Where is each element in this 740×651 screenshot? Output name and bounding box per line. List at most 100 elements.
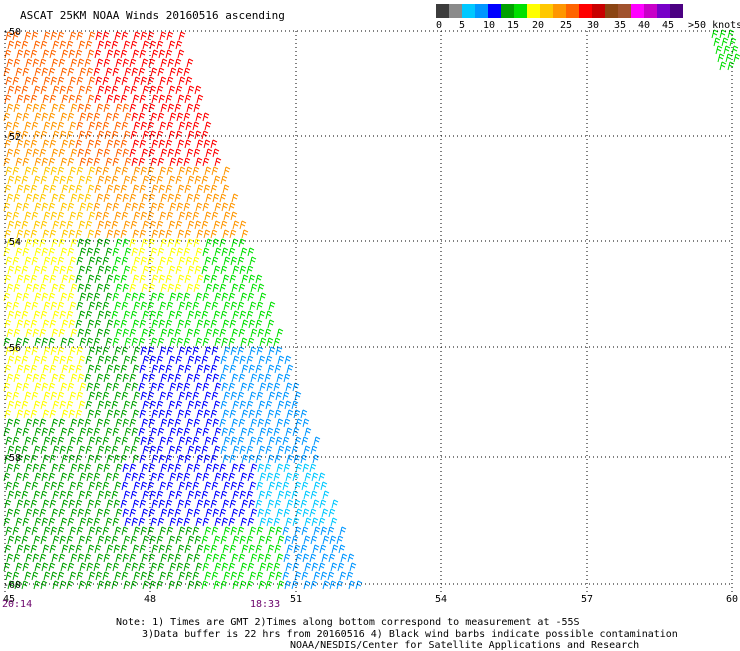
wind-barb (183, 427, 191, 437)
wind-barb (192, 481, 200, 491)
wind-barb (230, 436, 238, 446)
wind-barb (156, 85, 164, 95)
wind-barb (52, 490, 60, 500)
wind-barb (313, 571, 321, 581)
wind-barb (50, 571, 58, 581)
wind-barb (123, 535, 131, 545)
wind-barb (24, 526, 32, 536)
wind-barb (166, 211, 174, 221)
wind-barb (94, 319, 102, 329)
wind-barb (59, 220, 67, 230)
wind-barb (40, 265, 48, 275)
wind-barb (102, 256, 110, 266)
wind-barb (39, 58, 47, 68)
wind-barb (210, 544, 218, 554)
wind-barb (232, 310, 240, 320)
wind-barb (87, 499, 95, 509)
wind-barb (85, 220, 93, 230)
wind-barb (76, 166, 84, 176)
wind-barb (222, 499, 230, 509)
wind-barb (160, 238, 168, 248)
wind-barb (229, 544, 237, 554)
wind-barb (248, 409, 256, 419)
wind-barb (204, 391, 212, 401)
wind-barb (241, 229, 249, 239)
wind-barb (168, 535, 176, 545)
wind-barb (59, 310, 67, 320)
wind-barb (16, 274, 24, 284)
wind-barb (213, 445, 221, 455)
wind-barb (48, 247, 56, 257)
wind-barb (255, 499, 263, 509)
wind-barb (66, 355, 74, 365)
wind-barb (193, 553, 201, 563)
wind-barb (31, 526, 39, 536)
wind-barb (185, 301, 193, 311)
wind-barb (151, 364, 159, 374)
wind-barb (731, 45, 739, 55)
wind-barb (78, 400, 86, 410)
wind-barb (276, 463, 284, 473)
wind-barb (93, 382, 101, 392)
wind-barb (32, 238, 40, 248)
wind-barb (51, 283, 59, 293)
wind-barb (194, 310, 202, 320)
wind-barb (165, 544, 173, 554)
wind-barb (15, 202, 23, 212)
wind-barb (195, 112, 203, 122)
wind-barb (229, 319, 237, 329)
wind-barb (30, 94, 38, 104)
wind-barb (147, 526, 155, 536)
wind-barb (120, 499, 128, 509)
wind-barb (42, 364, 50, 374)
wind-barb (40, 535, 48, 545)
wind-barb (149, 310, 157, 320)
wind-barb (14, 445, 22, 455)
wind-barb (79, 382, 87, 392)
wind-barb (301, 526, 309, 536)
wind-barb (167, 328, 175, 338)
wind-barb (23, 229, 31, 239)
wind-barb (111, 130, 119, 140)
wind-barb (203, 139, 211, 149)
wind-barb (148, 193, 156, 203)
wind-barb (14, 580, 22, 590)
wind-barb (322, 490, 330, 500)
wind-barb (129, 418, 137, 428)
wind-barb (124, 517, 132, 527)
wind-barb (238, 418, 246, 428)
wind-barb (187, 130, 195, 140)
wind-barb (147, 31, 155, 41)
wind-barb (240, 382, 248, 392)
wind-barb (176, 337, 184, 347)
latitude-tick-label: -58 (3, 453, 21, 464)
wind-barb (52, 85, 60, 95)
wind-barb (103, 418, 111, 428)
wind-barb (156, 40, 164, 50)
wind-barb (205, 328, 213, 338)
wind-barb (158, 229, 166, 239)
wind-barb (32, 58, 40, 68)
wind-barb (165, 319, 173, 329)
wind-barb (115, 553, 123, 563)
wind-barb (175, 175, 183, 185)
wind-barb (229, 499, 237, 509)
wind-barb (130, 40, 138, 50)
wind-barb (212, 373, 220, 383)
wind-barb (142, 355, 150, 365)
wind-barb (7, 220, 15, 230)
wind-barb (122, 373, 130, 383)
wind-barb (32, 103, 40, 113)
wind-barb (202, 427, 210, 437)
wind-barb (274, 499, 282, 509)
wind-barb (13, 553, 21, 563)
wind-barb (66, 310, 74, 320)
wind-barb (58, 553, 66, 563)
wind-barb (266, 337, 274, 347)
wind-barb (112, 517, 120, 527)
wind-barb (294, 481, 302, 491)
wind-barb (43, 481, 51, 491)
wind-barb (220, 355, 228, 365)
wind-barb (23, 499, 31, 509)
wind-barb (93, 247, 101, 257)
